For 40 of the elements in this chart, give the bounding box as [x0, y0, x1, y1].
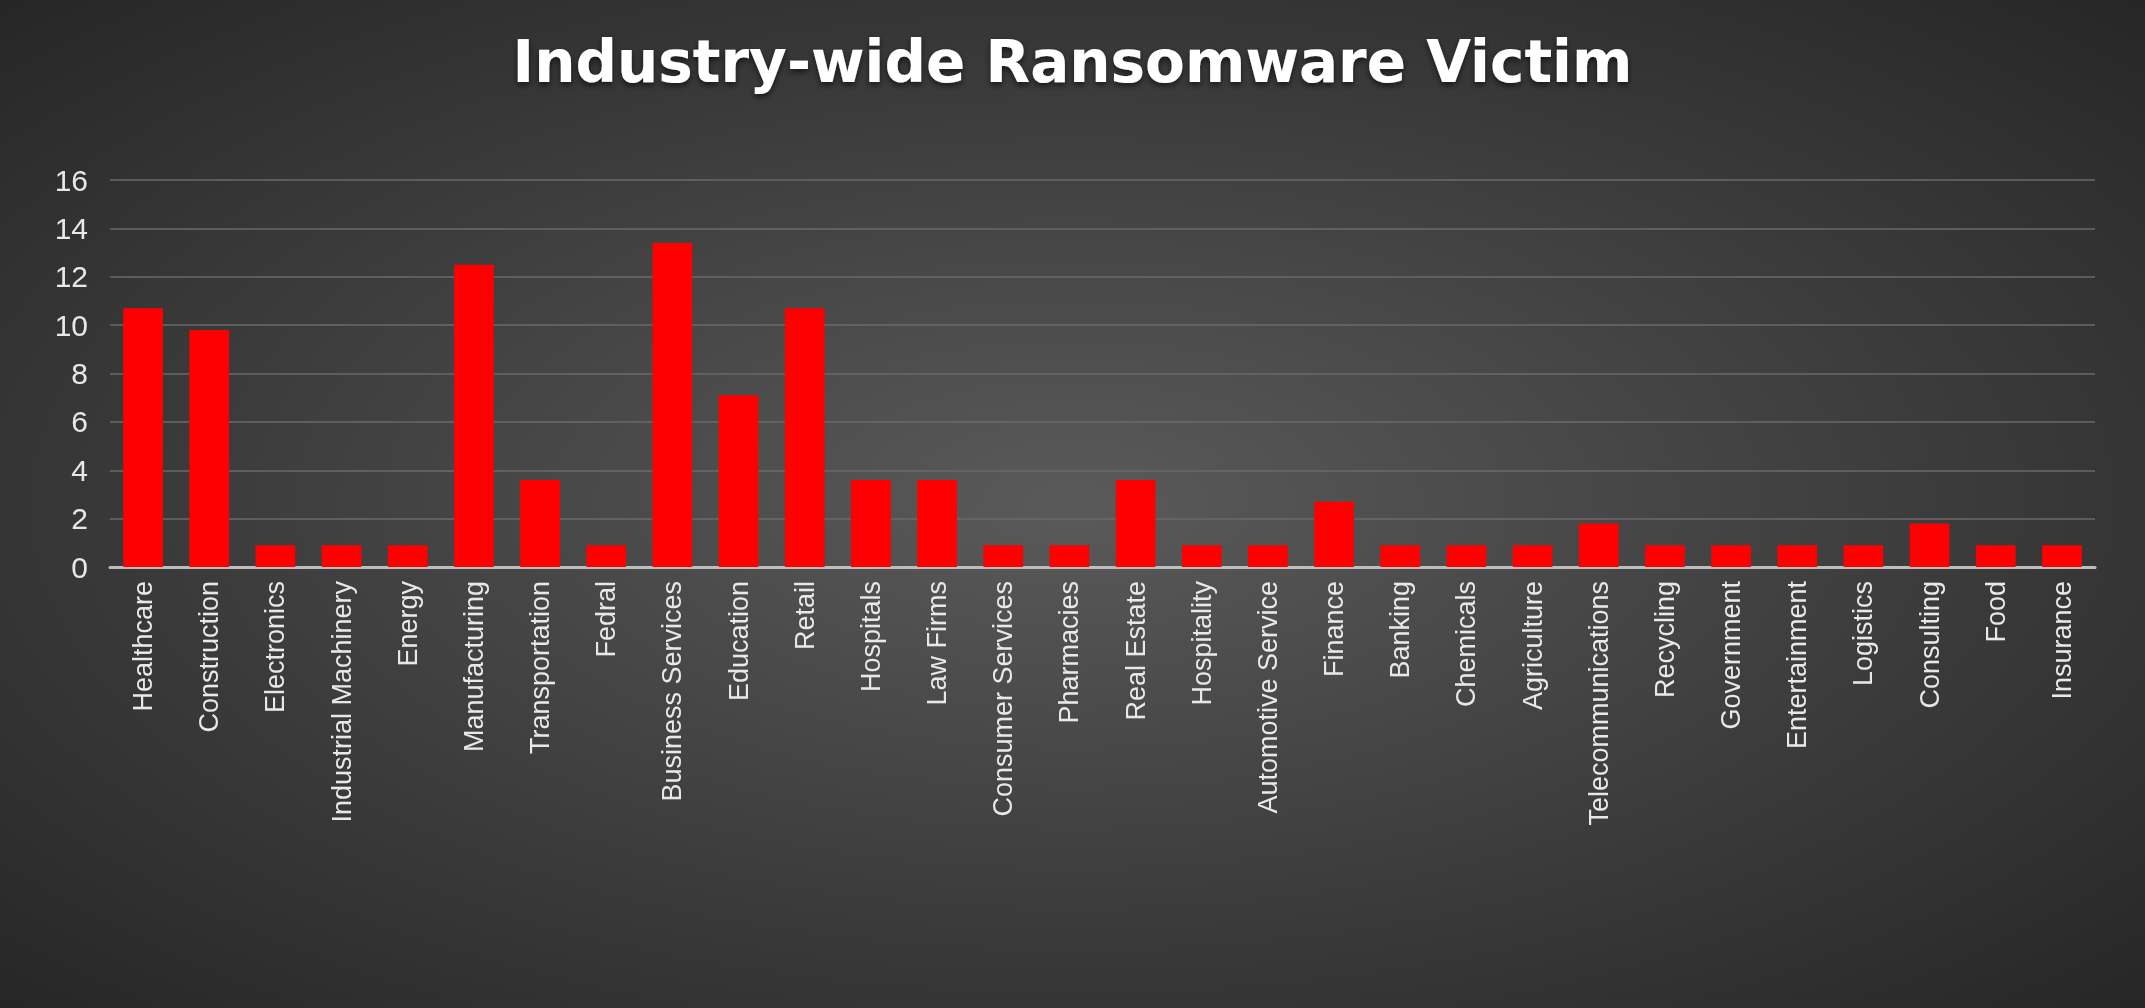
x-tick-label: Transportation	[525, 581, 556, 755]
x-tick-label: Fedral	[591, 581, 622, 658]
x-tick-label: Pharmacies	[1054, 581, 1085, 724]
x-tick-label: Hospitals	[855, 581, 886, 693]
y-tick-label: 16	[54, 163, 88, 197]
x-tick-label: Finance	[1319, 581, 1350, 678]
x-tick-label: Entertainment	[1782, 580, 1813, 750]
chart-title: Industry-wide Ransomware Victim	[512, 28, 1633, 96]
x-tick-label: Hospitality	[1186, 580, 1217, 706]
x-tick-label: Consumer Services	[988, 581, 1019, 817]
x-tick-label: Banking	[1385, 581, 1416, 679]
x-tick-label: Food	[1980, 581, 2011, 643]
x-tick-label: Energy	[392, 580, 423, 667]
x-tick-label: Agriculture	[1517, 581, 1548, 711]
x-tick-label: Business Services	[657, 581, 688, 802]
y-tick-label: 8	[71, 357, 88, 390]
x-tick-label: Law Firms	[922, 581, 953, 706]
x-tick-label: Electronics	[260, 581, 291, 714]
y-tick-label: 6	[71, 405, 88, 439]
x-tick-label: Education	[723, 581, 754, 702]
x-tick-label: Recycling	[1649, 581, 1680, 699]
x-tick-label: Construction	[194, 581, 225, 733]
x-tick-label: Retail	[789, 581, 820, 651]
x-tick-label: Consulting	[1914, 581, 1945, 709]
y-tick-label: 10	[54, 308, 88, 342]
y-tick-label: 2	[71, 502, 88, 536]
x-tick-label: Insurance	[2046, 581, 2077, 700]
x-tick-label: Logistics	[1848, 581, 1879, 687]
y-tick-label: 0	[71, 550, 88, 584]
x-tick-label: Healthcare	[128, 581, 159, 712]
x-tick-label: Telecommunications	[1583, 581, 1614, 826]
y-tick-label: 12	[54, 260, 88, 294]
y-tick-label: 4	[71, 453, 88, 487]
x-tick-label: Chemicals	[1451, 581, 1482, 708]
x-tick-label: Industrial Machinery	[326, 580, 357, 823]
x-tick-label: Government	[1716, 580, 1747, 730]
x-tick-label: Real Estate	[1120, 581, 1151, 721]
x-tick-label: Manufacturing	[458, 581, 489, 753]
y-tick-label: 14	[54, 211, 88, 245]
x-tick-label: Automotive Service	[1252, 581, 1283, 814]
